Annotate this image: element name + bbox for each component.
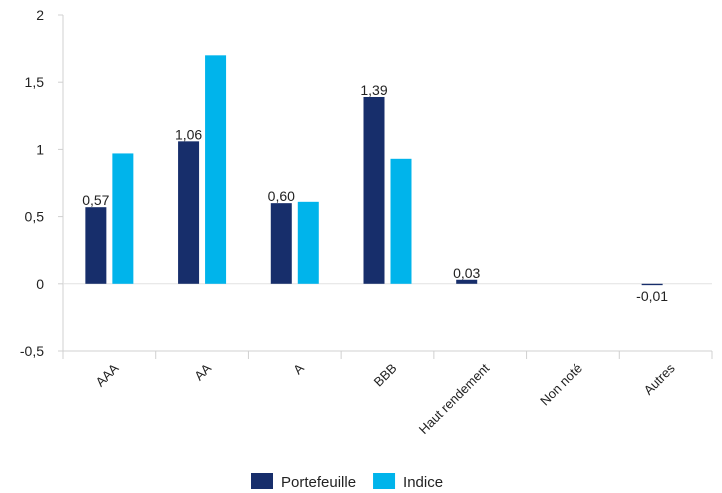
x-tick-label: BBB: [371, 361, 400, 390]
x-tick-label: AA: [191, 360, 214, 383]
x-tick-label: Autres: [641, 360, 679, 398]
legend-label-indice: Indice: [403, 474, 443, 491]
bar-indice-aa: [205, 55, 227, 284]
bar-portefeuille-autres: [641, 283, 663, 286]
y-tick-label: -0,5: [20, 343, 44, 359]
legend-label-portefeuille: Portefeuille: [281, 474, 356, 491]
x-tick-label: Haut rendement: [416, 360, 493, 437]
data-label: 0,57: [82, 192, 109, 208]
bar-indice-a: [297, 201, 319, 284]
data-label: 1,06: [175, 126, 202, 142]
bar-portefeuille-haut-rendement: [456, 279, 478, 284]
chart-axes: [62, 15, 713, 359]
bar-portefeuille-aaa: [85, 207, 107, 284]
y-tick-label: 0: [36, 276, 44, 292]
data-label: 1,39: [360, 82, 387, 98]
x-axis-ticks: AAA AA A BBB Haut rendement Non noté Autres: [92, 360, 678, 437]
bar-indice-aaa: [112, 153, 134, 284]
x-tick-label: A: [290, 360, 307, 377]
y-tick-label: 1: [36, 141, 44, 157]
y-axis-ticks: 2 1,5 1 0,5 0 -0,5: [20, 7, 63, 359]
bar-indice-bbb: [390, 158, 412, 284]
legend-swatch-indice: [373, 473, 396, 489]
bar-portefeuille-a: [270, 203, 292, 284]
data-labels: 0,57 1,06 0,60 1,39 0,03 -0,01: [82, 82, 668, 304]
x-tick-label: Non noté: [537, 361, 585, 409]
bar-portefeuille-bbb: [363, 96, 385, 284]
chart-bars: [85, 55, 663, 286]
data-label: 0,03: [453, 265, 480, 281]
y-tick-label: 2: [36, 7, 44, 23]
y-tick-label: 0,5: [25, 209, 45, 225]
bar-portefeuille-aa: [178, 141, 200, 284]
y-tick-label: 1,5: [25, 74, 45, 90]
x-tick-label: AAA: [92, 360, 121, 389]
legend-swatch-portefeuille: [251, 473, 273, 489]
data-label: -0,01: [636, 288, 668, 304]
legend: Portefeuille Indice: [251, 473, 443, 491]
data-label: 0,60: [268, 188, 295, 204]
